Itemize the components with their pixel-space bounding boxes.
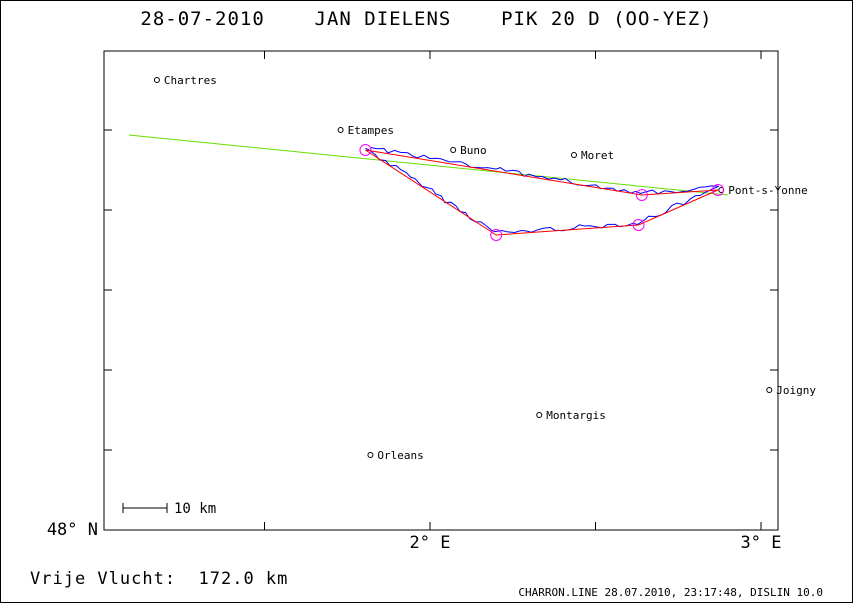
place-label: Buno — [460, 144, 487, 157]
y-axis-label: 48° N — [47, 520, 98, 540]
task-route — [365, 149, 719, 236]
place-marker — [367, 452, 374, 458]
scale-bar-label: 10 km — [174, 501, 216, 517]
free-flight-distance: Vrije Vlucht: 172.0 km — [30, 569, 289, 589]
turnpoint-marker — [632, 219, 645, 231]
turnpoints-layer — [359, 144, 724, 241]
place-label: Pont-s-Yonne — [728, 184, 807, 197]
turnpoint-marker — [490, 229, 503, 241]
scale-bar: 10 km — [122, 501, 216, 517]
places-layer: NangisChartresEtampesBunoMoretPont-s-Yon… — [153, 74, 816, 462]
chart-title: 28-07-2010 JAN DIELENS PIK 20 D (OO-YEZ) — [140, 8, 713, 30]
turnpoint-marker — [635, 189, 648, 201]
place-marker — [570, 152, 577, 158]
place-marker — [450, 147, 457, 153]
straight-line — [128, 134, 728, 196]
place-marker — [536, 412, 543, 418]
turnpoint-marker — [359, 144, 372, 156]
place-label: Etampes — [348, 124, 394, 137]
place-label: Orleans — [377, 449, 423, 462]
place-label: Joigny — [776, 384, 816, 397]
flight-track — [365, 147, 720, 234]
place-marker — [153, 77, 160, 83]
axis-ticks — [104, 51, 778, 530]
place-marker — [766, 387, 773, 393]
place-label: Montargis — [546, 409, 606, 422]
place-marker — [337, 127, 344, 133]
x-axis-label-3e: 3° E — [741, 533, 782, 553]
turnpoint-marker — [711, 184, 724, 196]
place-label: Moret — [581, 149, 614, 162]
plot-area — [103, 50, 779, 531]
x-axis-label-2e: 2° E — [410, 533, 451, 553]
credits: CHARRON.LINE 28.07.2010, 23:17:48, DISLI… — [518, 586, 823, 599]
place-label: Chartres — [164, 74, 217, 87]
